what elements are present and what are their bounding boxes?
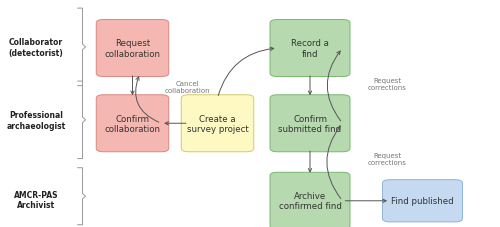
FancyBboxPatch shape bbox=[96, 20, 169, 77]
FancyBboxPatch shape bbox=[382, 180, 462, 222]
Text: Record a
find: Record a find bbox=[291, 39, 329, 59]
Text: Archive
confirmed find: Archive confirmed find bbox=[278, 191, 342, 211]
Text: AMCR-PAS
Archivist: AMCR-PAS Archivist bbox=[14, 190, 58, 210]
Text: Request
corrections: Request corrections bbox=[368, 77, 407, 91]
Text: Cancel
collaboration: Cancel collaboration bbox=[164, 81, 210, 94]
FancyBboxPatch shape bbox=[96, 95, 169, 152]
Text: Create a
survey project: Create a survey project bbox=[186, 114, 248, 133]
FancyBboxPatch shape bbox=[270, 20, 350, 77]
Text: Collaborator
(detectorist): Collaborator (detectorist) bbox=[8, 38, 64, 57]
FancyBboxPatch shape bbox=[270, 173, 350, 227]
Text: Request
collaboration: Request collaboration bbox=[104, 39, 160, 59]
FancyBboxPatch shape bbox=[181, 95, 254, 152]
FancyBboxPatch shape bbox=[270, 95, 350, 152]
Text: Professional
archaeologist: Professional archaeologist bbox=[6, 111, 66, 130]
Text: Confirm
collaboration: Confirm collaboration bbox=[104, 114, 160, 133]
Text: Find published: Find published bbox=[391, 196, 454, 205]
Text: Request
corrections: Request corrections bbox=[368, 152, 407, 165]
Text: Confirm
submitted find: Confirm submitted find bbox=[278, 114, 342, 133]
